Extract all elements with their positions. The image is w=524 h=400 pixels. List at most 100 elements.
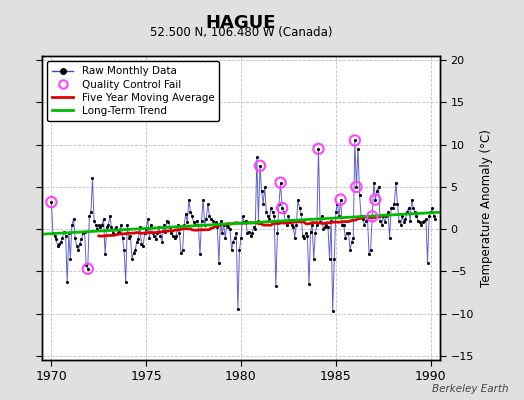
- Point: [253, 154, 261, 160]
- Point: [314, 146, 323, 152]
- Point: [72, 243, 81, 249]
- Point: [158, 238, 166, 245]
- Point: [362, 218, 370, 224]
- Point: [55, 241, 63, 248]
- Point: [411, 209, 419, 216]
- Point: [352, 184, 361, 190]
- Point: [150, 233, 158, 239]
- Point: [237, 234, 245, 241]
- Point: [63, 279, 71, 286]
- Point: [349, 234, 357, 241]
- Point: [431, 216, 440, 222]
- Point: [319, 226, 328, 232]
- Point: [423, 260, 432, 266]
- Point: [169, 233, 177, 239]
- Point: [205, 213, 214, 220]
- Point: [120, 247, 128, 254]
- Point: [243, 230, 252, 236]
- Point: [307, 228, 315, 235]
- Point: [395, 218, 403, 224]
- Point: [162, 218, 171, 224]
- Point: [227, 247, 236, 254]
- Point: [368, 213, 376, 220]
- Point: [60, 228, 68, 235]
- Point: [90, 218, 99, 224]
- Point: [302, 230, 310, 236]
- Point: [50, 233, 59, 239]
- Point: [178, 247, 187, 254]
- Point: [172, 233, 180, 239]
- Point: [246, 233, 255, 239]
- Point: [47, 199, 56, 205]
- Point: [123, 222, 132, 228]
- Point: [83, 266, 92, 272]
- Point: [251, 226, 259, 232]
- Point: [166, 223, 174, 230]
- Point: [57, 238, 65, 245]
- Point: [380, 219, 389, 226]
- Point: [85, 213, 93, 220]
- Point: [191, 222, 200, 228]
- Point: [238, 213, 247, 220]
- Point: [288, 222, 296, 228]
- Point: [379, 213, 387, 220]
- Point: [409, 205, 418, 211]
- Point: [215, 260, 223, 266]
- Point: [286, 219, 294, 226]
- Point: [398, 213, 407, 220]
- Point: [170, 234, 179, 241]
- Point: [248, 230, 256, 236]
- Point: [265, 216, 274, 222]
- Point: [159, 222, 168, 228]
- Point: [281, 218, 289, 224]
- Point: [377, 222, 386, 228]
- Point: [164, 219, 172, 226]
- Point: [47, 199, 56, 205]
- Point: [329, 308, 337, 314]
- Point: [322, 222, 331, 228]
- Point: [314, 146, 323, 152]
- Point: [405, 205, 413, 211]
- Point: [207, 216, 215, 222]
- Point: [259, 200, 267, 207]
- Point: [270, 213, 278, 220]
- Point: [330, 256, 339, 262]
- Point: [412, 213, 421, 220]
- Point: [52, 236, 60, 242]
- Point: [75, 241, 84, 248]
- Point: [100, 216, 108, 222]
- Point: [425, 213, 433, 220]
- Point: [167, 230, 176, 236]
- Point: [111, 226, 119, 232]
- Point: [346, 247, 354, 254]
- Point: [101, 251, 110, 258]
- Point: [142, 226, 150, 232]
- Point: [278, 205, 286, 211]
- Point: [341, 234, 350, 241]
- Point: [98, 222, 106, 228]
- Point: [289, 223, 298, 230]
- Point: [66, 256, 74, 262]
- Point: [193, 218, 201, 224]
- Point: [351, 137, 359, 144]
- Point: [199, 196, 208, 203]
- Point: [313, 222, 321, 228]
- Point: [194, 222, 203, 228]
- Point: [408, 196, 416, 203]
- Point: [354, 146, 362, 152]
- Point: [373, 188, 381, 194]
- Point: [336, 196, 345, 203]
- Point: [357, 213, 365, 220]
- Point: [136, 223, 144, 230]
- Point: [234, 306, 242, 312]
- Point: [296, 205, 304, 211]
- Point: [324, 223, 332, 230]
- Point: [115, 228, 124, 235]
- Point: [86, 209, 95, 216]
- Point: [180, 222, 188, 228]
- Point: [366, 247, 375, 254]
- Point: [343, 230, 351, 236]
- Point: [92, 222, 100, 228]
- Point: [109, 230, 117, 236]
- Point: [284, 213, 292, 220]
